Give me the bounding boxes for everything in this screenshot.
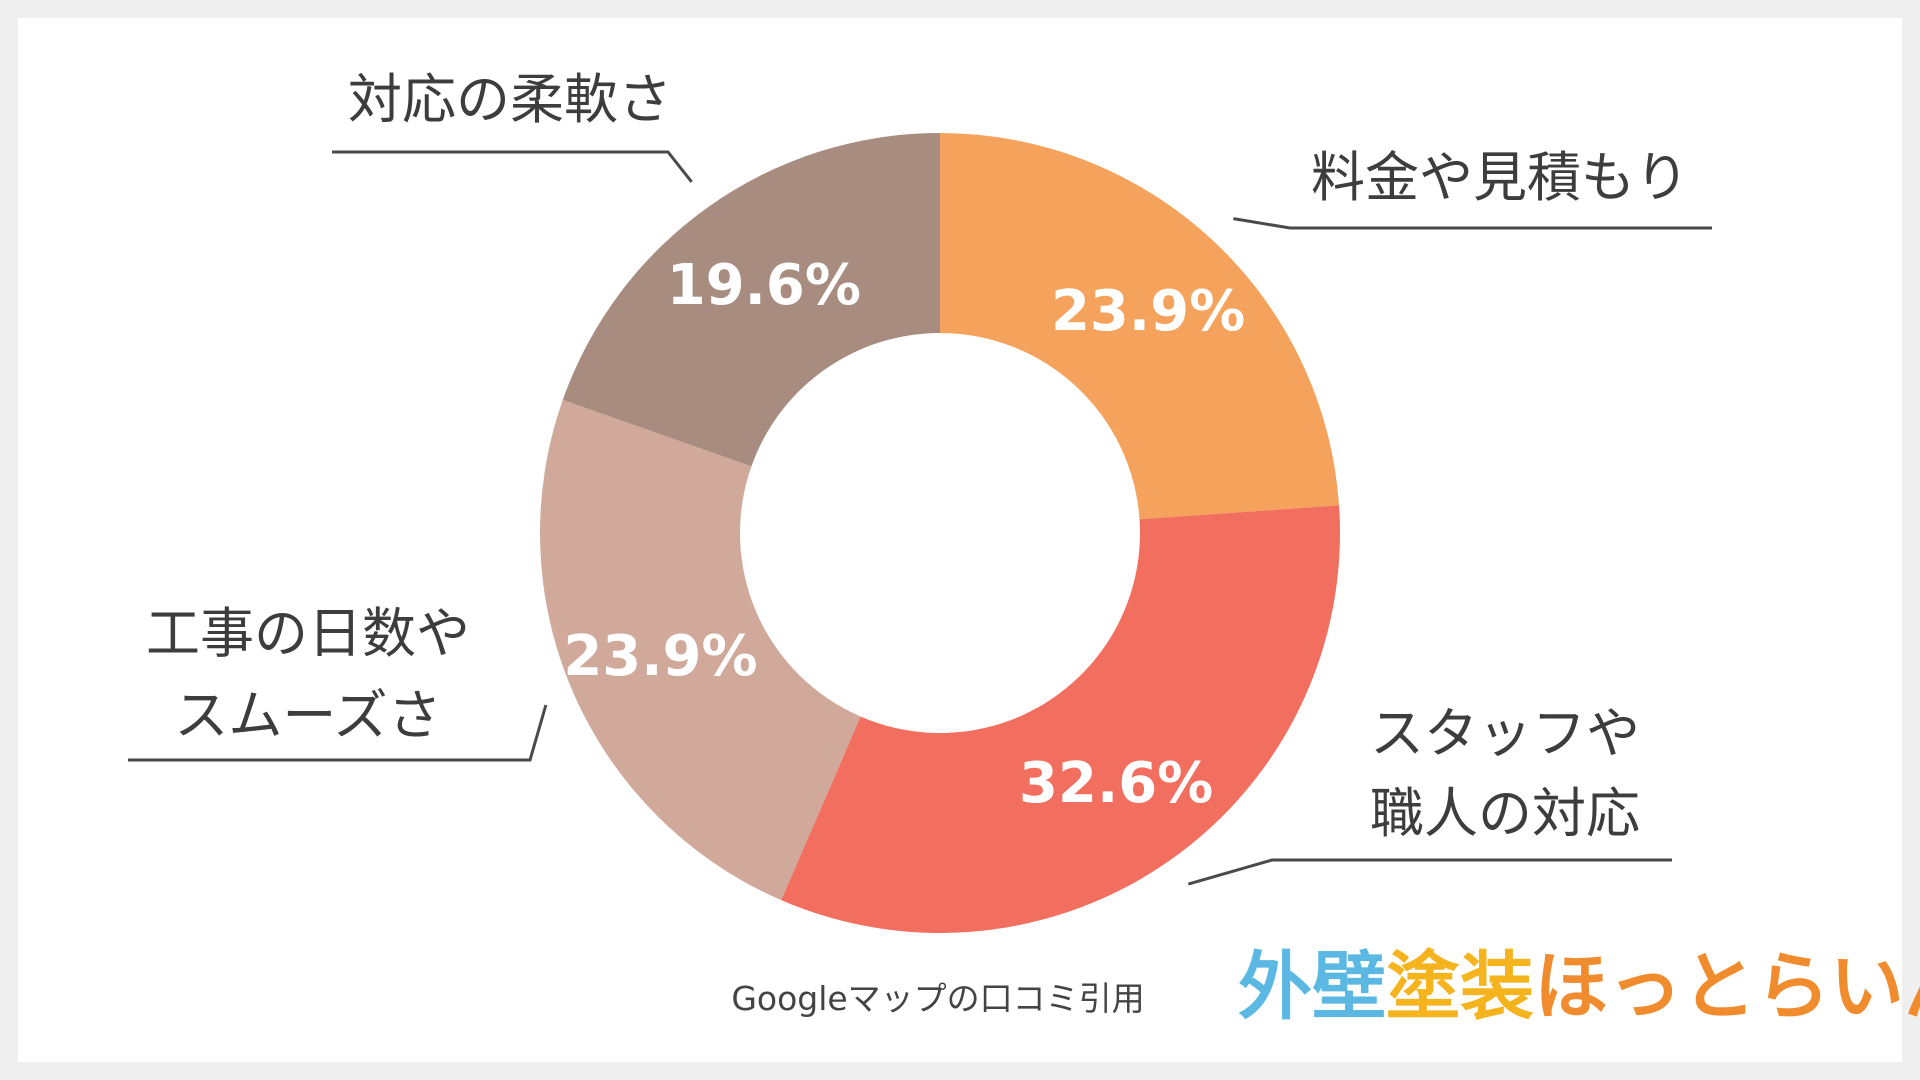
leader-line (1233, 217, 1712, 230)
leader-line (128, 704, 548, 762)
donut-slice (539, 399, 861, 901)
leader-lines (128, 150, 1712, 886)
donut-slice (562, 133, 940, 467)
slice-category-label: 工事の日数や (146, 602, 470, 665)
percentage-labels: 23.9% 32.6% 23.9% 19.6% (563, 253, 1245, 816)
slice-category-label: 対応の柔軟さ (348, 68, 672, 131)
slice-category-label: スムーズさ (174, 684, 441, 747)
logo-part: ほっとらいん (1534, 944, 1920, 1030)
donut-slice (781, 505, 1341, 934)
slice-value-label: 23.9% (1051, 279, 1245, 344)
leader-line (1187, 858, 1672, 886)
leader-line (332, 150, 693, 183)
slice-value-label: 32.6% (1019, 751, 1213, 816)
slice-category-label: 職人の対応 (1370, 782, 1640, 845)
source-note: Googleマップの口コミ引用 (731, 979, 1144, 1018)
slice-category-label: 料金や見積もり (1311, 146, 1689, 209)
slice-value-label: 23.9% (563, 624, 757, 689)
brand-logo: 外壁塗装ほっとらいん (1238, 944, 1920, 1030)
slice-category-label: スタッフや (1370, 702, 1640, 765)
slice-value-label: 19.6% (667, 253, 861, 318)
donut-slices (539, 133, 1341, 934)
logo-part: 塗装 (1386, 944, 1534, 1030)
donut-slice (940, 133, 1340, 520)
logo-part: 外壁 (1238, 944, 1386, 1030)
